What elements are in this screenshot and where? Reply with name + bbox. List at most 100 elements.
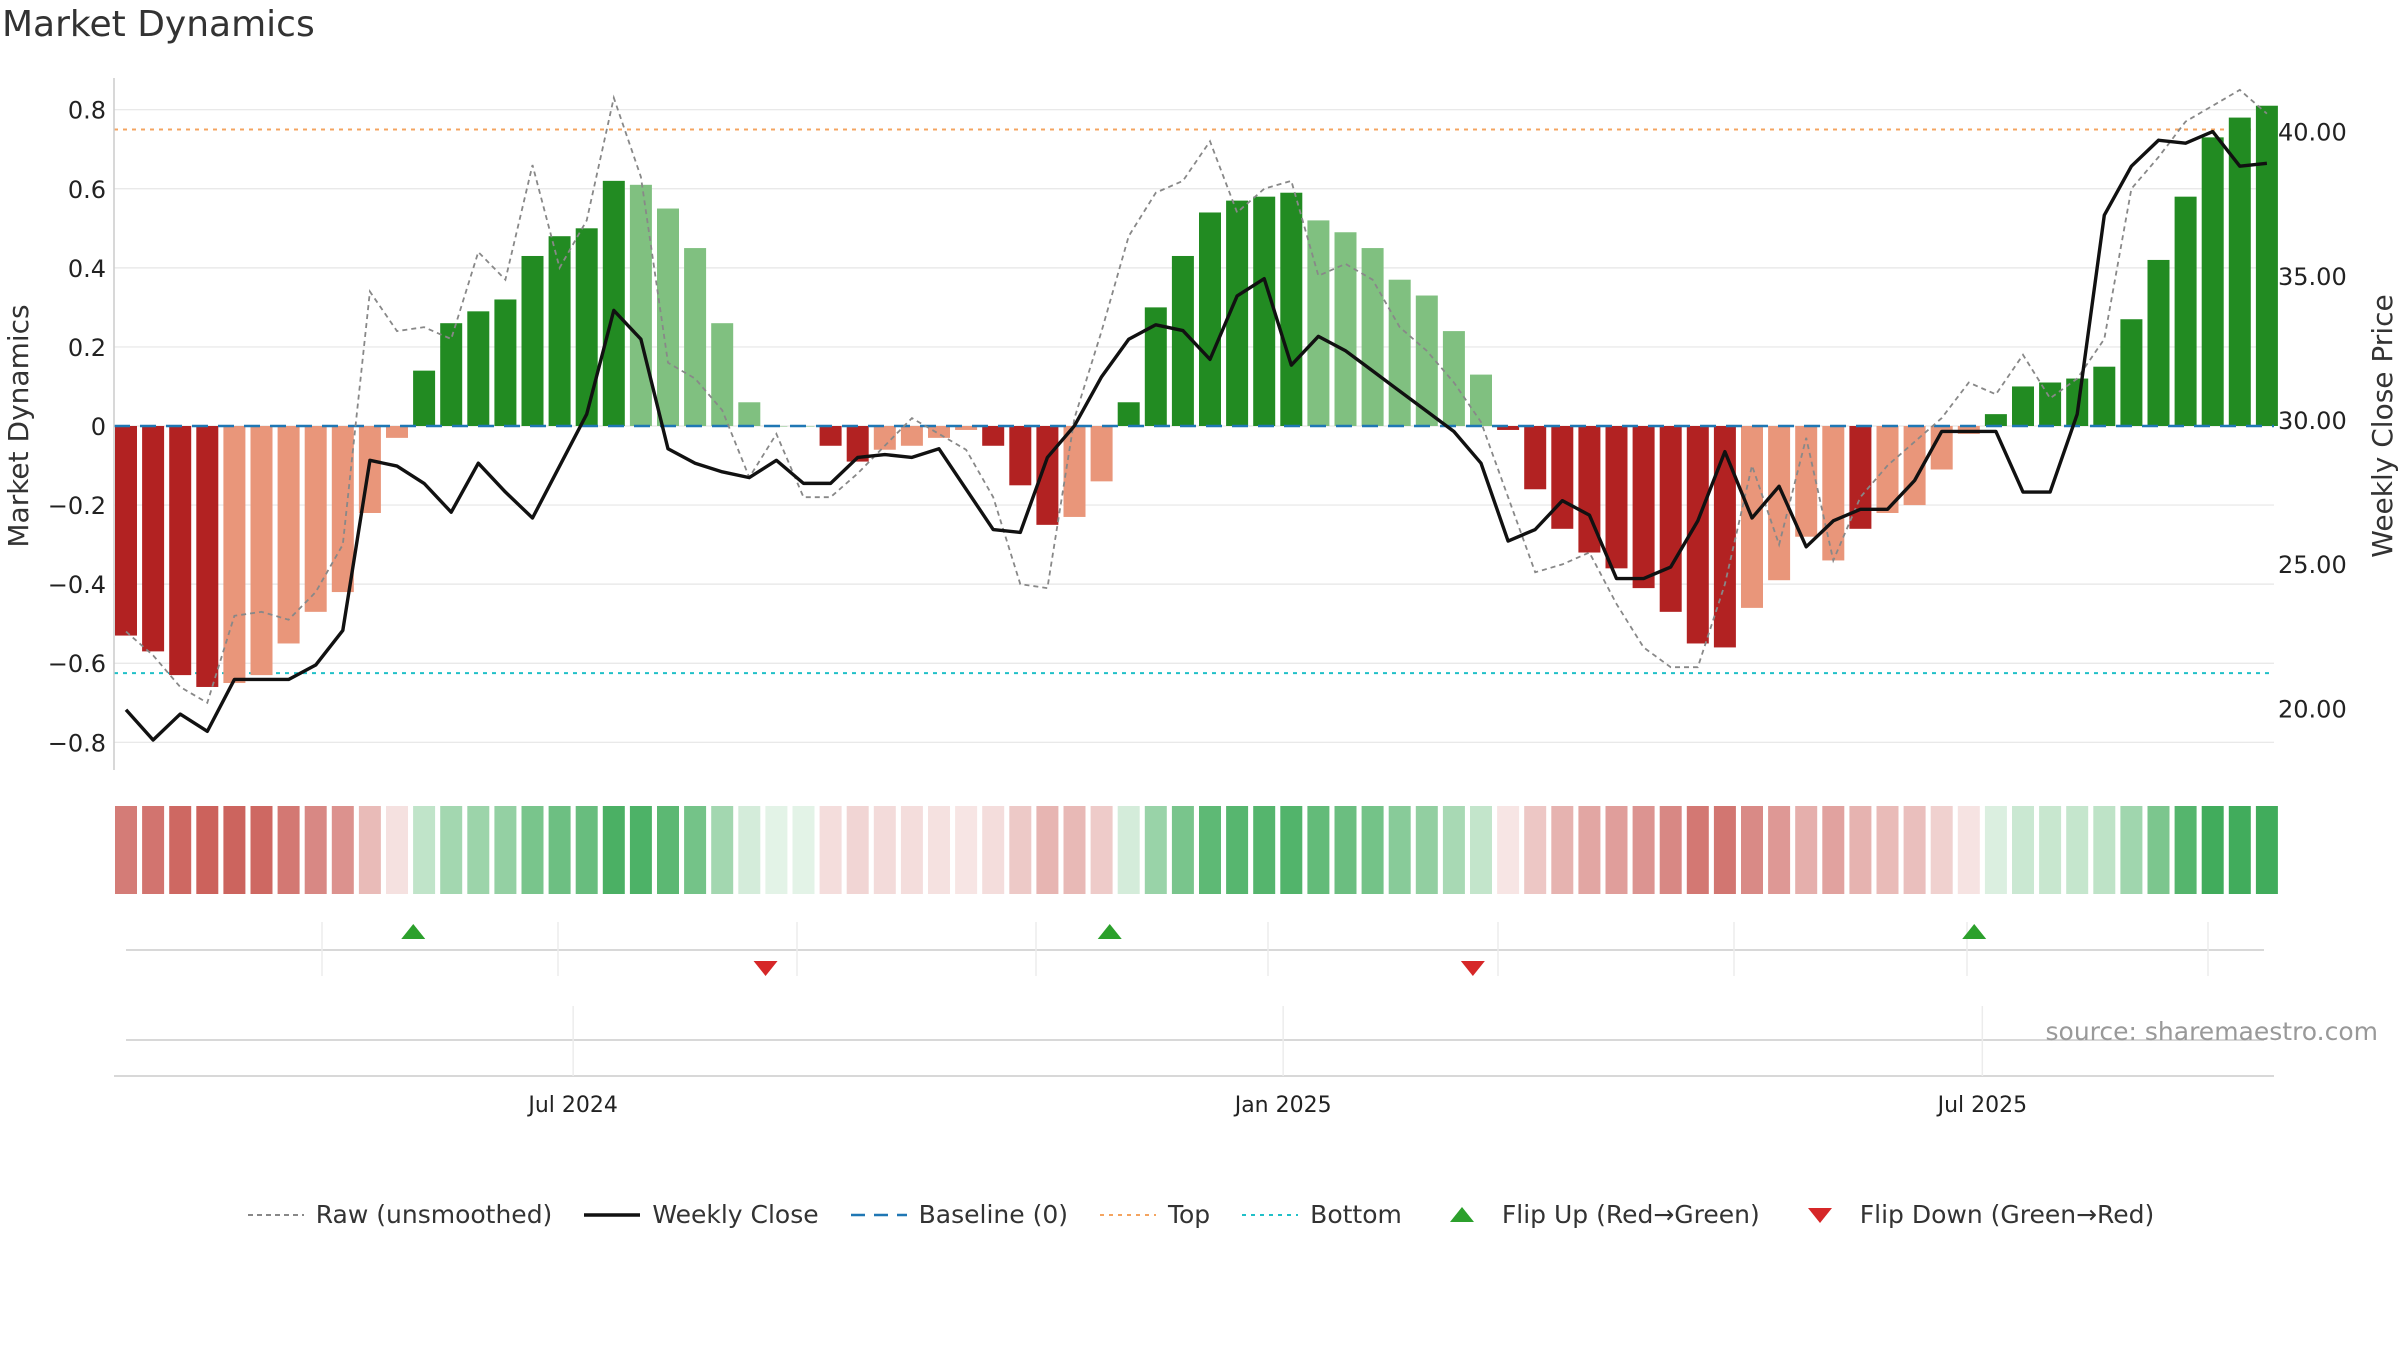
strip-cell (1849, 806, 1872, 894)
bar (684, 248, 707, 426)
y2-tick-label: 25.00 (2278, 551, 2347, 579)
strip-cell (169, 806, 192, 894)
y2-tick-label: 35.00 (2278, 263, 2347, 291)
chart-legend: Raw (unsmoothed) Weekly Close Baseline (0)… (0, 1200, 2400, 1229)
strip-cell (1903, 806, 1926, 894)
strip-cell (738, 806, 761, 894)
bar (1686, 426, 1709, 644)
strip-cell (1822, 806, 1845, 894)
strip-cell (1551, 806, 1574, 894)
legend-swatch (850, 1213, 907, 1216)
legend-item-close: Weekly Close (582, 1200, 819, 1229)
strip-cell (1876, 806, 1899, 894)
strip-cell (440, 806, 463, 894)
bar (2147, 259, 2170, 426)
bar (2012, 386, 2034, 426)
bar (196, 426, 219, 687)
bar (1822, 426, 1845, 561)
bar (982, 426, 1005, 446)
strip-cell (413, 806, 436, 894)
flip-up-marker (1962, 924, 1987, 939)
strip-cell (792, 806, 815, 894)
bar (2039, 382, 2062, 426)
legend-swatch (1099, 1213, 1156, 1216)
bar (494, 299, 517, 426)
bar (1524, 426, 1547, 490)
bar (1307, 220, 1330, 426)
strip-cell (386, 806, 408, 894)
strip-cell (250, 806, 273, 894)
bar (1632, 426, 1655, 589)
strip-cell (358, 806, 381, 894)
strip-cell (765, 806, 788, 894)
legend-label: Bottom (1310, 1200, 1402, 1229)
strip-cell (1442, 806, 1465, 894)
bar (115, 426, 137, 636)
strip-cell (494, 806, 517, 894)
strip-cell (1768, 806, 1791, 894)
strip-cell (2066, 806, 2089, 894)
strip-cell (2093, 806, 2116, 894)
strip-cell (1524, 806, 1547, 894)
strip-cell (2147, 806, 2170, 894)
bar (1171, 255, 1194, 426)
bar (711, 323, 734, 426)
bar (1334, 232, 1357, 426)
bar (900, 426, 923, 446)
strip-cell (1470, 806, 1492, 894)
flip-up-marker (401, 924, 426, 939)
bar (738, 402, 761, 426)
strip-cell (1713, 806, 1736, 894)
strip-cell (2039, 806, 2062, 894)
bar (1984, 414, 2007, 426)
flip-down-marker (1460, 961, 1485, 976)
strip-cell (982, 806, 1005, 894)
legend-swatch (1242, 1213, 1299, 1216)
strip-cell (1930, 806, 1953, 894)
bar (1253, 196, 1276, 426)
legend-item-raw: Raw (unsmoothed) (246, 1200, 553, 1229)
strip-cell (1334, 806, 1357, 894)
bar (521, 255, 544, 426)
strip-cell (1795, 806, 1818, 894)
y2-tick-label: 30.00 (2278, 407, 2347, 435)
strip-cell (846, 806, 869, 894)
legend-label: Flip Down (Green→Red) (1859, 1200, 2155, 1229)
strip-cell (1199, 806, 1221, 894)
strip-cell (1063, 806, 1086, 894)
bar (1470, 374, 1492, 426)
strip-cell (657, 806, 679, 894)
legend-label: Raw (unsmoothed) (315, 1200, 553, 1229)
bar (331, 426, 354, 593)
strip-cell (1280, 806, 1303, 894)
legend-swatch (247, 1213, 304, 1216)
bar (657, 208, 679, 426)
bar (1144, 307, 1167, 426)
source-label: source: sharemaestro.com (2046, 1017, 2379, 1046)
x-tick-label: Jan 2025 (1233, 1093, 1332, 1118)
strip-cell (304, 806, 327, 894)
x-tick-label: Jul 2025 (1936, 1093, 2028, 1118)
bar (928, 426, 950, 438)
strip-cell (1686, 806, 1709, 894)
bar (277, 426, 300, 644)
strip-cell (1741, 806, 1763, 894)
y-tick-label: 0.4 (68, 255, 106, 283)
y-axis-title: Market Dynamics (2, 304, 35, 547)
strip-cell (2174, 806, 2197, 894)
strip-cell (548, 806, 571, 894)
strip-cell (1415, 806, 1438, 894)
strip-cell (1388, 806, 1411, 894)
bar (1713, 426, 1736, 648)
strip-cell (1984, 806, 2007, 894)
strip-cell (602, 806, 625, 894)
x-tick-label: Jul 2024 (526, 1093, 618, 1118)
strip-cell (711, 806, 734, 894)
bar (250, 426, 273, 676)
strip-cell (928, 806, 950, 894)
strip-cell (2255, 806, 2278, 894)
strip-cell (467, 806, 490, 894)
bar (2093, 366, 2116, 426)
bar (1497, 426, 1520, 430)
